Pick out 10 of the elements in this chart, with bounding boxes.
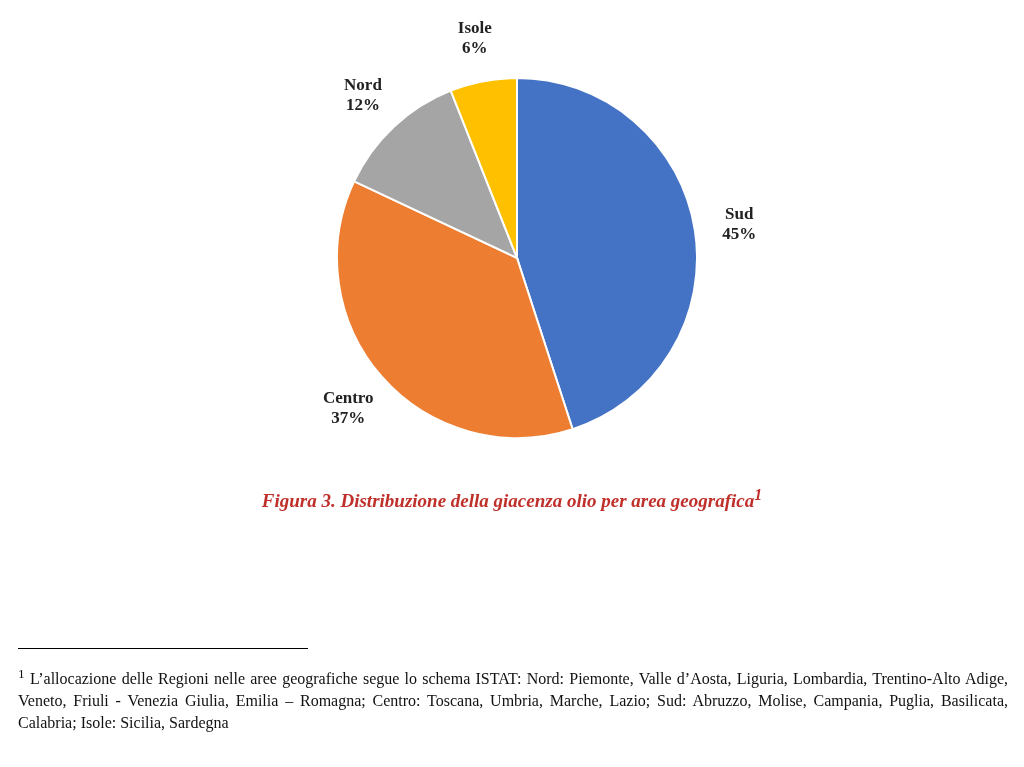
data-label: 12% [345,94,380,114]
data-label: 45% [722,223,757,243]
slice-label: Sud [725,203,754,223]
slice-label: Isole [457,17,493,37]
text: Figura 3. Distribuzione della giacenza olio per area geografica$^{1}$ [260,486,764,513]
data-label: 6% [462,37,488,57]
text: $^{1}$ L’allocazione delle Regioni nelle aree geografiche segue lo schema ISTAT: Nord: Piemonte, Valle d’Aosta, Liguria, Lombardia, Trentino-Alto Adige, Veneto, Friuli - Venezia Giulia, Emilia – Romagna; Centro: Toscana, Umbria, Marche, Lazio; Sud: Abruzzo, Molise, Campania, Puglia, Basilicata, Calabria; Isole: Sicilia, Sardegna [18,665,1008,734]
slice-label: Centro [322,387,374,407]
data-label: 37% [331,407,366,427]
slice-label: Nord [344,74,383,94]
